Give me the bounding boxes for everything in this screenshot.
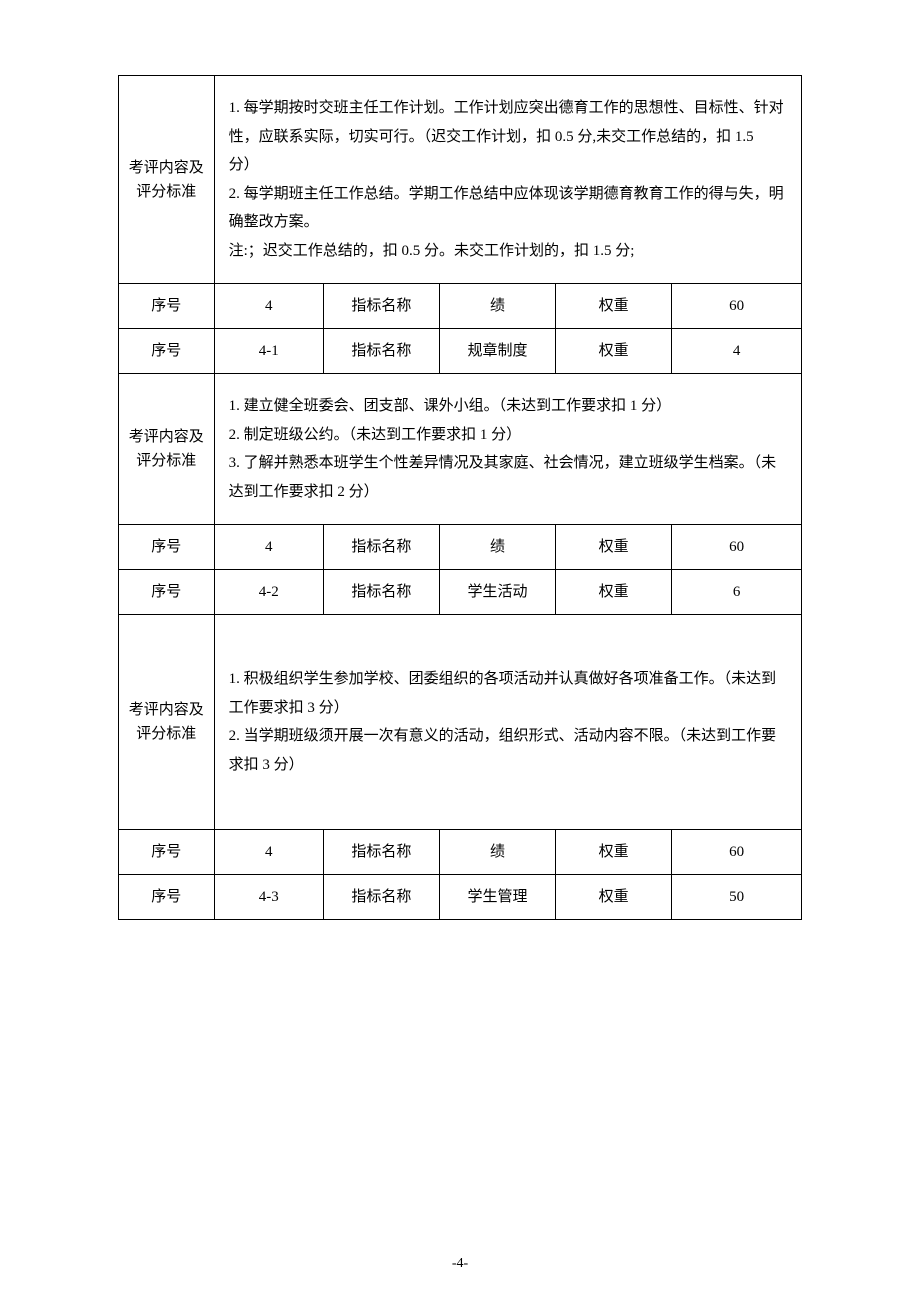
indicator-name-value: 学生管理 [439,875,555,920]
indicator-row: 序号4指标名称绩权重60 [119,525,802,570]
weight-label: 权重 [556,525,672,570]
weight-label: 权重 [556,284,672,329]
indicator-name-label: 指标名称 [323,525,439,570]
weight-label: 权重 [556,329,672,374]
indicator-name-label: 指标名称 [323,284,439,329]
eval-content-header: 考评内容及评分标准 [119,374,215,525]
indicator-name-value: 绩 [439,830,555,875]
indicator-row: 序号4指标名称绩权重60 [119,830,802,875]
content-row: 考评内容及评分标准1. 积极组织学生参加学校、团委组织的各项活动并认真做好各项准… [119,615,802,830]
indicator-row: 序号4-3指标名称学生管理权重50 [119,875,802,920]
weight-value: 60 [672,284,802,329]
seq-label: 序号 [119,875,215,920]
eval-content-body: 1. 建立健全班委会、团支部、课外小组。（未达到工作要求扣 1 分） 2. 制定… [214,374,801,525]
seq-label: 序号 [119,830,215,875]
content-row: 考评内容及评分标准1. 建立健全班委会、团支部、课外小组。（未达到工作要求扣 1… [119,374,802,525]
indicator-name-label: 指标名称 [323,570,439,615]
weight-value: 60 [672,525,802,570]
seq-label: 序号 [119,570,215,615]
indicator-row: 序号4指标名称绩权重60 [119,284,802,329]
weight-value: 6 [672,570,802,615]
indicator-row: 序号4-2指标名称学生活动权重6 [119,570,802,615]
eval-content-body: 1. 积极组织学生参加学校、团委组织的各项活动并认真做好各项准备工作。（未达到工… [214,615,801,830]
indicator-name-value: 学生活动 [439,570,555,615]
seq-value: 4 [214,830,323,875]
weight-value: 50 [672,875,802,920]
indicator-row: 序号4-1指标名称规章制度权重4 [119,329,802,374]
seq-value: 4 [214,525,323,570]
seq-label: 序号 [119,329,215,374]
seq-value: 4-3 [214,875,323,920]
indicator-name-value: 规章制度 [439,329,555,374]
seq-label: 序号 [119,284,215,329]
eval-content-header: 考评内容及评分标准 [119,76,215,284]
seq-value: 4-2 [214,570,323,615]
weight-value: 4 [672,329,802,374]
seq-value: 4 [214,284,323,329]
indicator-name-label: 指标名称 [323,830,439,875]
evaluation-table: 考评内容及评分标准1. 每学期按时交班主任工作计划。工作计划应突出德育工作的思想… [118,75,802,920]
indicator-name-label: 指标名称 [323,875,439,920]
eval-content-header: 考评内容及评分标准 [119,615,215,830]
content-row: 考评内容及评分标准1. 每学期按时交班主任工作计划。工作计划应突出德育工作的思想… [119,76,802,284]
eval-content-body: 1. 每学期按时交班主任工作计划。工作计划应突出德育工作的思想性、目标性、针对性… [214,76,801,284]
indicator-name-value: 绩 [439,284,555,329]
seq-label: 序号 [119,525,215,570]
weight-value: 60 [672,830,802,875]
page-number: -4- [0,1256,920,1272]
indicator-name-label: 指标名称 [323,329,439,374]
weight-label: 权重 [556,570,672,615]
seq-value: 4-1 [214,329,323,374]
weight-label: 权重 [556,875,672,920]
weight-label: 权重 [556,830,672,875]
indicator-name-value: 绩 [439,525,555,570]
